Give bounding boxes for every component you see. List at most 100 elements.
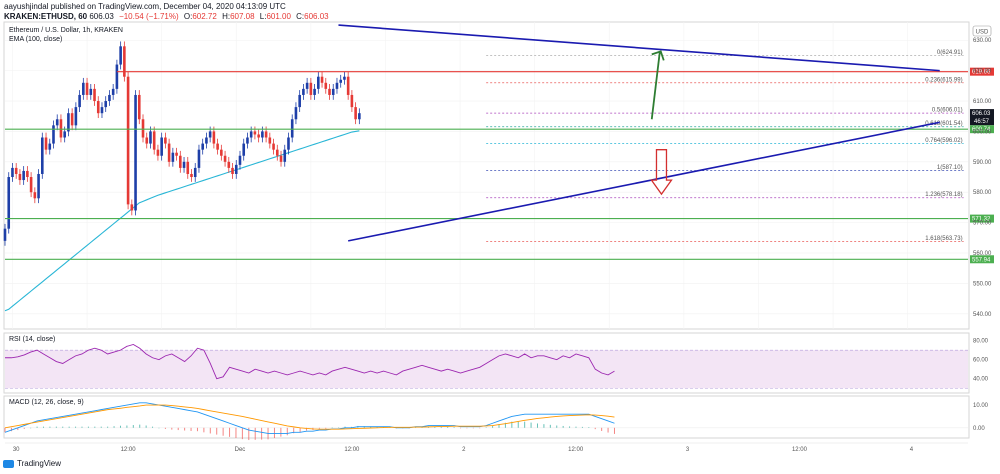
candle-body — [134, 94, 137, 211]
candle-body — [201, 143, 204, 150]
macd-title: MACD (12, 26, close, 9) — [9, 399, 84, 406]
candle-body — [249, 131, 253, 138]
macd-histogram-bar — [164, 427, 166, 429]
resistance-price-label: 619.66 — [972, 70, 991, 76]
candle-body — [182, 161, 186, 168]
macd-histogram-bar — [556, 425, 558, 428]
macd-histogram-bar — [594, 427, 596, 430]
candle-body — [354, 107, 357, 120]
candle-body — [231, 167, 234, 174]
candle-body — [242, 143, 246, 156]
tradingview-text: TradingView — [17, 459, 62, 468]
tradingview-logo[interactable]: TradingView — [3, 459, 61, 468]
macd-histogram-bar — [171, 427, 173, 430]
candle-body — [287, 137, 290, 150]
candle-body — [48, 143, 52, 150]
rsi-title: RSI (14, close) — [9, 336, 55, 343]
macd-histogram-bar — [145, 425, 147, 428]
candle-body — [130, 204, 134, 211]
trendlines — [338, 24, 940, 242]
candle-body — [100, 107, 104, 114]
support-lower-price-box — [970, 255, 994, 264]
candle-body — [59, 119, 63, 138]
macd-histogram-bar — [588, 427, 590, 428]
candle-body — [78, 94, 81, 108]
candle-body — [3, 228, 7, 241]
main-title: Ethereum / U.S. Dollar, 1h, KRAKEN — [9, 27, 123, 34]
candle-body — [164, 137, 167, 144]
candle-body — [193, 167, 197, 178]
support-price-box — [970, 125, 994, 134]
candle-body — [279, 155, 283, 162]
fib-levels: 0(624.91) 0.236(615.99) 0.5(606.01) 0.618(6… — [486, 50, 964, 242]
macd-histogram-bar — [460, 427, 462, 429]
price-tick-label: 620.00 — [973, 69, 992, 75]
time-tick-label: 2 — [462, 447, 466, 453]
macd-histogram-bar — [472, 427, 474, 429]
macd-histogram-bar — [113, 426, 115, 428]
close-value: 606.03 — [304, 12, 329, 21]
publish-line: aayushjindal published on TradingView.co… — [4, 2, 286, 11]
macd-histogram-bar — [216, 427, 218, 435]
candle-body — [119, 46, 122, 65]
candle-body — [156, 149, 160, 156]
high-value: 607.08 — [230, 12, 255, 21]
macd-histogram-bar — [370, 426, 372, 428]
candle-body — [96, 101, 100, 114]
fib-label: 0(624.91) — [937, 50, 963, 56]
candle-body — [37, 173, 40, 199]
price-tick-label: 540.00 — [973, 312, 992, 318]
price-axis[interactable]: 630.00 620.00 610.00 600.00 590.00 580.00 570.… — [973, 38, 992, 318]
down-arrow-shape — [650, 149, 673, 196]
candle-body — [350, 94, 354, 108]
upper-trend-line — [338, 24, 940, 72]
candle-body — [253, 131, 257, 135]
candle-body — [167, 143, 171, 162]
candle-body — [275, 149, 279, 156]
candle-body — [305, 82, 309, 89]
macd-histogram-bar — [139, 424, 141, 428]
candle-body — [268, 137, 272, 144]
macd-tick-label: 10.00 — [973, 403, 989, 409]
macd-histogram-bar — [49, 426, 51, 428]
candle-body — [33, 192, 37, 199]
candle-body — [18, 173, 22, 181]
candle-body — [145, 137, 149, 144]
macd-histogram-bar — [203, 427, 205, 433]
macd-histogram-bar — [107, 426, 109, 428]
rsi-band — [5, 350, 968, 389]
usd-badge-text: USD — [976, 30, 989, 36]
macd-histogram-bar — [607, 427, 609, 433]
macd-tick-label: 0.00 — [973, 426, 985, 432]
time-tick-label: 4 — [910, 447, 914, 453]
candle-body — [208, 131, 212, 138]
macd-pane: 10.00 0.00 — [4, 402, 989, 441]
candle-body — [298, 94, 301, 108]
usd-badge[interactable] — [972, 25, 992, 37]
ema-title-text: EMA (100, close) — [9, 36, 63, 43]
last-price-label: 606.03 — [972, 111, 991, 117]
candle-body — [85, 82, 89, 95]
up-arrow-head — [651, 50, 665, 61]
macd-histogram-bar — [119, 425, 121, 428]
macd-histogram-bar — [524, 421, 526, 428]
candle-body — [126, 76, 130, 205]
candle-body — [212, 131, 216, 144]
candle-body — [41, 137, 44, 174]
candle-body — [171, 152, 175, 162]
macd-histogram-bar — [62, 426, 64, 428]
candle-body — [82, 82, 85, 95]
fib-label: 0.618(601.54) — [925, 121, 962, 127]
fib-label: 1.236(578.18) — [925, 192, 962, 198]
macd-histogram-bar — [306, 427, 308, 431]
candle-body — [108, 94, 111, 102]
last-value: 606.03 — [89, 12, 114, 21]
candle-body — [11, 167, 14, 178]
macd-histogram-bar — [581, 426, 583, 428]
candle-body — [137, 94, 141, 120]
candle-body — [44, 137, 48, 150]
macd-histogram-bar — [318, 427, 320, 429]
support-low-price-box — [970, 214, 994, 223]
